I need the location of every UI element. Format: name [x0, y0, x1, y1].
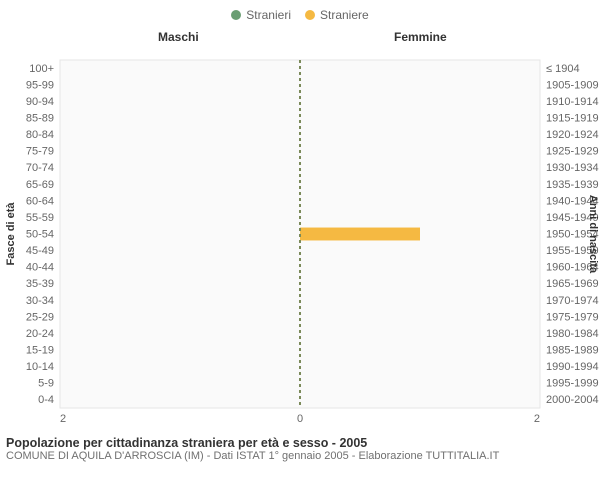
ytick-age: 40-44: [26, 262, 54, 274]
ytick-birth: ≤ 1904: [546, 63, 580, 75]
ytick-age: 45-49: [26, 245, 54, 257]
legend-item-female: Straniere: [305, 8, 369, 22]
ytick-birth: 1965-1969: [546, 278, 599, 290]
xtick-left: 2: [60, 413, 66, 425]
column-headers: Maschi Femmine: [0, 30, 600, 48]
ytick-birth: 1990-1994: [546, 361, 599, 373]
ytick-age: 20-24: [26, 328, 54, 340]
ytick-age: 80-84: [26, 129, 54, 141]
ytick-birth: 1910-1914: [546, 96, 599, 108]
ytick-birth: 1975-1979: [546, 311, 599, 323]
xtick-right: 2: [534, 413, 540, 425]
bar-female: [300, 228, 420, 241]
ytick-birth: 1985-1989: [546, 345, 599, 357]
ytick-age: 95-99: [26, 79, 54, 91]
ytick-birth: 1970-1974: [546, 295, 599, 307]
legend-dot-female-icon: [305, 10, 315, 20]
ytick-age: 55-59: [26, 212, 54, 224]
ytick-age: 25-29: [26, 311, 54, 323]
ytick-age: 30-34: [26, 295, 54, 307]
ytick-age: 35-39: [26, 278, 54, 290]
ytick-age: 0-4: [38, 394, 54, 406]
header-female: Femmine: [394, 30, 447, 44]
ytick-age: 100+: [29, 63, 54, 75]
ytick-birth: 1915-1919: [546, 113, 599, 125]
ytick-birth: 1930-1934: [546, 162, 599, 174]
legend-dot-male-icon: [231, 10, 241, 20]
legend: Stranieri Straniere: [0, 0, 600, 30]
ytick-age: 5-9: [38, 378, 54, 390]
ytick-age: 15-19: [26, 345, 54, 357]
ytick-age: 50-54: [26, 229, 54, 241]
y-axis-label-right: Anni di nascita: [587, 195, 599, 274]
caption: Popolazione per cittadinanza straniera p…: [0, 430, 600, 462]
ytick-birth: 2000-2004: [546, 394, 599, 406]
legend-item-male: Stranieri: [231, 8, 291, 22]
ytick-birth: 1905-1909: [546, 79, 599, 91]
ytick-age: 70-74: [26, 162, 54, 174]
ytick-birth: 1995-1999: [546, 378, 599, 390]
ytick-age: 75-79: [26, 146, 54, 158]
ytick-birth: 1920-1924: [546, 129, 599, 141]
header-male: Maschi: [158, 30, 199, 44]
ytick-age: 60-64: [26, 195, 54, 207]
y-axis-label-left: Fasce di età: [5, 202, 17, 266]
ytick-birth: 1925-1929: [546, 146, 599, 158]
ytick-birth: 1935-1939: [546, 179, 599, 191]
ytick-age: 90-94: [26, 96, 54, 108]
pyramid-chart: 100+ ≤ 1904 95-99 1905-1909 90-94 1910-1914 85…: [0, 50, 600, 430]
ytick-birth: 1980-1984: [546, 328, 599, 340]
ytick-age: 10-14: [26, 361, 54, 373]
ytick-age: 65-69: [26, 179, 54, 191]
xtick-center: 0: [297, 413, 303, 425]
ytick-age: 85-89: [26, 113, 54, 125]
legend-label-female: Straniere: [320, 8, 369, 22]
legend-label-male: Stranieri: [246, 8, 291, 22]
caption-title: Popolazione per cittadinanza straniera p…: [6, 436, 594, 450]
caption-subtitle: COMUNE DI AQUILA D'ARROSCIA (IM) - Dati …: [6, 450, 594, 462]
chart-area: 100+ ≤ 1904 95-99 1905-1909 90-94 1910-1914 85…: [0, 50, 600, 430]
